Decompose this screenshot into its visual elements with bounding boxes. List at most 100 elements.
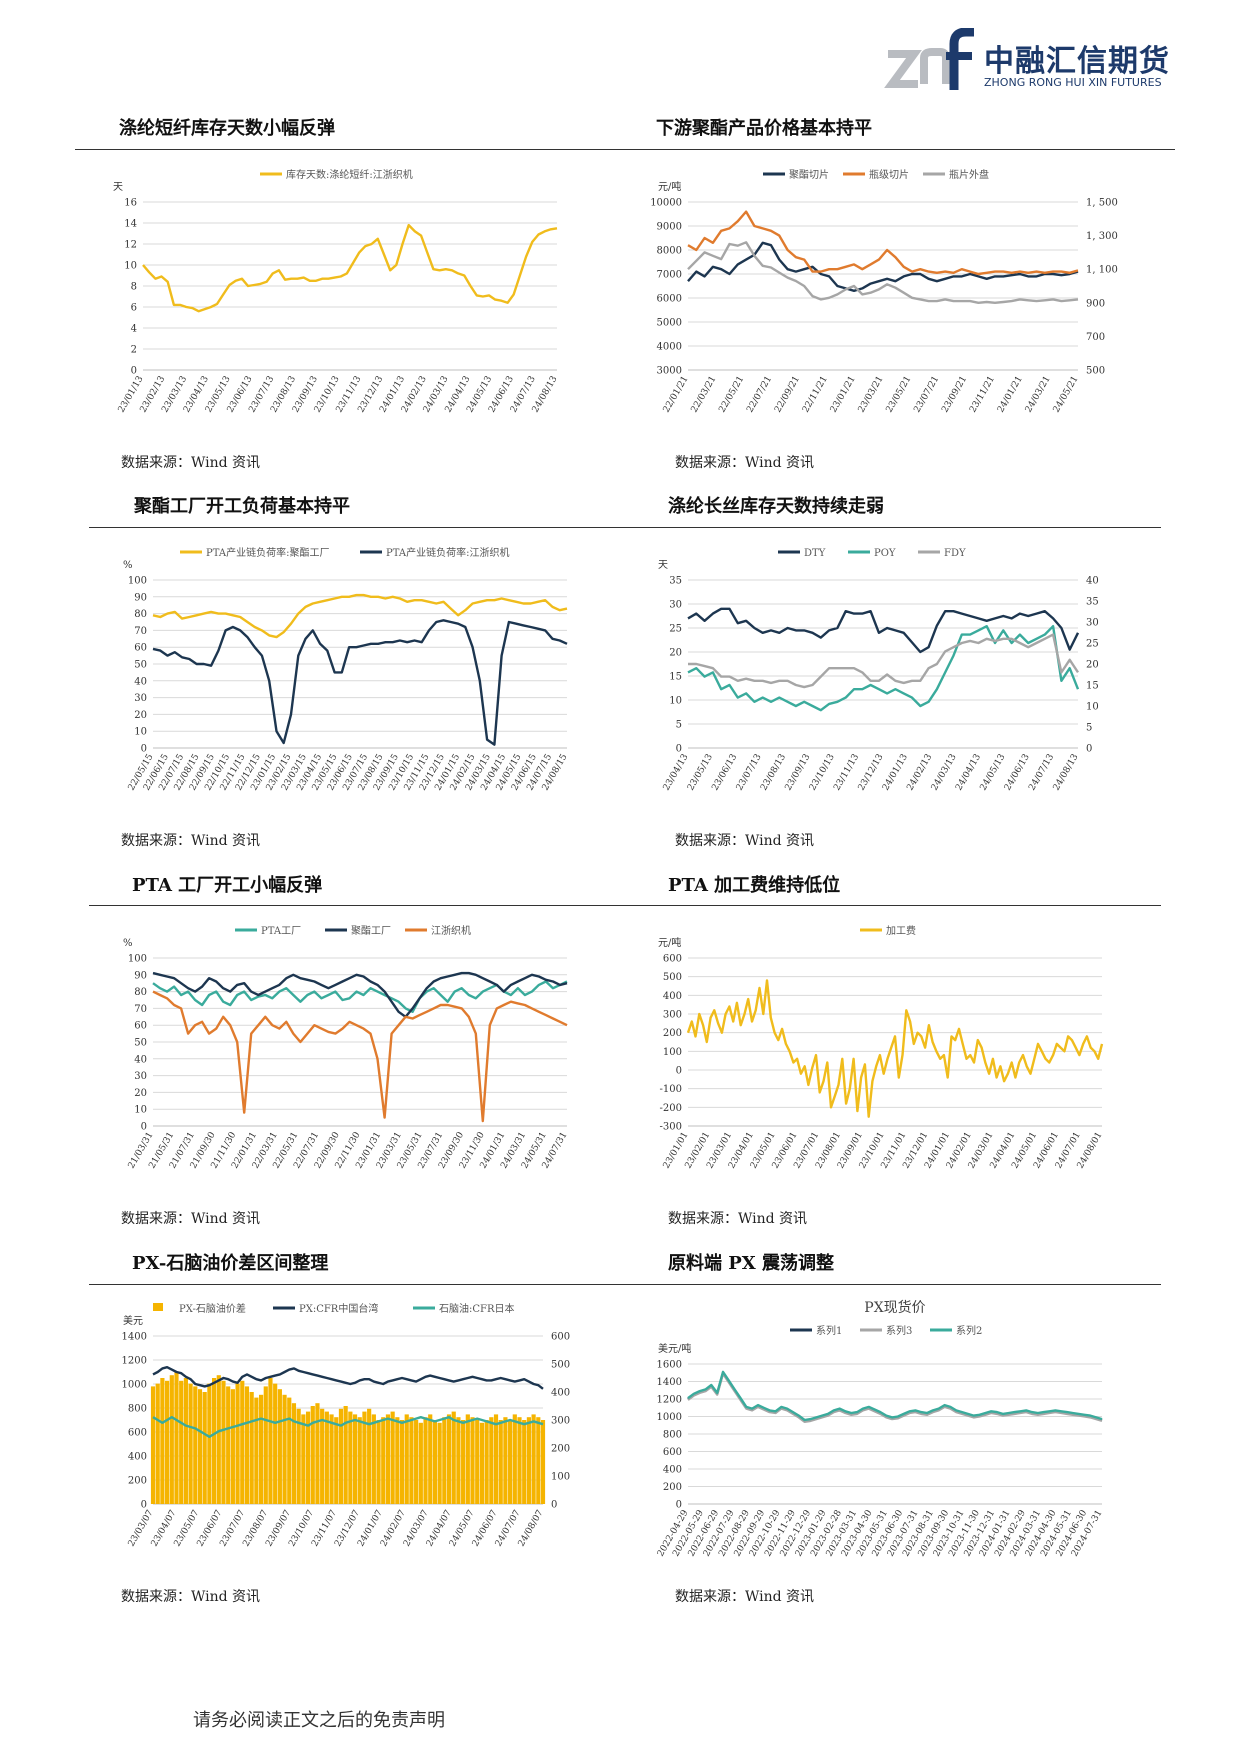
y-tick-label: 5 <box>676 720 682 731</box>
y-tick-label-right: 500 <box>551 1360 570 1371</box>
series-line <box>142 223 558 313</box>
x-tick-label: 23/07/21 <box>912 375 941 415</box>
y-tick-label: 0 <box>141 744 147 755</box>
bar-mark <box>470 1417 475 1504</box>
x-tick-label: 23/09/21 <box>940 375 969 415</box>
section-title-1: 涤纶短纤库存天数小幅反弹 <box>119 118 335 139</box>
x-tick-label: 22/01/21 <box>662 375 691 415</box>
y-tick-label: 200 <box>663 1028 682 1039</box>
bar-mark <box>399 1420 405 1504</box>
section-rule <box>75 149 1175 150</box>
bar-mark <box>226 1386 231 1504</box>
x-tick-label: 22/05/21 <box>717 375 746 415</box>
bar-mark <box>493 1414 499 1504</box>
y-tick-label-right: 10 <box>1086 702 1099 713</box>
chart-panel-6: -300 -200 -100 0 100 200 300 400 500 600 元/吨 23/01/… <box>650 916 1130 1196</box>
chart-svg-2: 3000 4000 5000 6000 7000 8000 9000 10000 500 700 9… <box>650 168 1118 415</box>
y-tick-label-right: 40 <box>1086 576 1099 587</box>
chart-panel-2: 3000 4000 5000 6000 7000 8000 9000 10000 500 700 9… <box>650 160 1130 440</box>
x-tick-label: 22/11/21 <box>801 375 830 415</box>
bar-mark <box>291 1403 297 1504</box>
bar-mark <box>150 1386 156 1504</box>
bar-mark <box>320 1408 325 1504</box>
y-tick-label: 100 <box>128 576 147 587</box>
section-title-2: 下游聚酯产品价格基本持平 <box>656 118 872 139</box>
bar-mark <box>489 1417 494 1504</box>
bar-mark <box>301 1414 306 1504</box>
bar-mark <box>343 1406 348 1504</box>
y-tick-label: 90 <box>134 592 147 603</box>
bar-mark <box>437 1422 442 1504</box>
y-tick-label-right: 500 <box>1086 366 1105 377</box>
x-tick-label: 23/05/21 <box>885 375 914 415</box>
y-tick-label-right: 100 <box>551 1472 570 1483</box>
y-tick-label: 300 <box>663 1010 682 1021</box>
chart-panel-3: 0 10 20 30 40 50 60 70 80 90 100% 22/05/15 22/06/15 2… <box>105 538 595 818</box>
source-label: 数据来源：Wind 资讯 <box>675 1589 815 1605</box>
y-tick-label: 20 <box>669 648 682 659</box>
y-tick-label: 1000 <box>122 1380 147 1391</box>
bar-mark <box>268 1378 273 1504</box>
chart-panel-4: 0 5 10 15 20 25 30 35 0 5 10 15 20 25 30 35 40 天 23/04/13 2… <box>650 538 1130 818</box>
y-tick-label-right: 900 <box>1086 298 1105 309</box>
y-tick-label: 10 <box>134 1105 147 1116</box>
section-title-8: 原料端 PX 震荡调整 <box>668 1253 835 1274</box>
y-tick-label: 200 <box>128 1476 147 1487</box>
legend-label: 瓶片外盘 <box>949 168 989 181</box>
series-line <box>688 633 1080 689</box>
y-unit-label: 天 <box>658 560 668 571</box>
bar-mark <box>202 1392 207 1504</box>
y-tick-label: 1200 <box>657 1395 682 1406</box>
disclaimer-footer: 请务必阅读正文之后的免责声明 <box>193 1710 445 1731</box>
y-tick-label: 0 <box>676 1066 682 1077</box>
legend-label: 石脑油:CFR日本 <box>439 1302 515 1315</box>
y-tick-label: 50 <box>134 1038 147 1049</box>
bar-mark <box>249 1392 254 1504</box>
y-tick-label-right: 35 <box>1086 597 1099 608</box>
y-tick-label: 10000 <box>650 198 682 209</box>
legend-label: FDY <box>944 548 966 559</box>
y-tick-label: 800 <box>663 1430 682 1441</box>
y-tick-label: 600 <box>663 954 682 965</box>
y-tick-label: 10 <box>124 261 137 272</box>
section-rule <box>89 1284 1161 1285</box>
y-unit-label: % <box>123 938 133 949</box>
y-tick-label-right: 300 <box>551 1416 570 1427</box>
y-tick-label: 400 <box>663 991 682 1002</box>
legend-label: PTA产业链负荷率:聚酯工厂 <box>206 546 329 559</box>
section-title-4: 涤纶长丝库存天数持续走弱 <box>668 496 884 517</box>
y-tick-label: 5000 <box>657 318 682 329</box>
y-unit-label: 元/吨 <box>658 936 681 949</box>
y-tick-label: 70 <box>134 1004 147 1015</box>
section-title-6: PTA 加工费维持低位 <box>668 875 841 896</box>
y-tick-label: 4000 <box>657 342 682 353</box>
y-tick-label-right: 400 <box>551 1388 570 1399</box>
chart-panel-8: PX现货价 0 200 400 600 800 1000 1200 1400 1600 美元/吨 20… <box>650 1294 1130 1574</box>
bar-mark <box>540 1420 546 1504</box>
bar-mark <box>371 1414 376 1504</box>
bar-mark <box>414 1420 419 1504</box>
legend-label: POY <box>874 548 896 559</box>
legend-label: 江浙织机 <box>431 924 471 937</box>
y-tick-label: 60 <box>134 1021 147 1032</box>
y-tick-label: 80 <box>134 609 147 620</box>
chart-title: PX现货价 <box>864 1299 925 1316</box>
bar-mark <box>165 1380 170 1504</box>
y-tick-label: 400 <box>663 1465 682 1476</box>
bar-mark <box>329 1414 334 1504</box>
series-line <box>687 607 1080 654</box>
series-line <box>152 1365 544 1390</box>
series-line <box>687 1372 1103 1424</box>
bar-mark <box>352 1414 358 1504</box>
y-tick-label: 600 <box>128 1428 147 1439</box>
y-tick-label: 3000 <box>657 366 682 377</box>
bar-mark <box>254 1397 259 1504</box>
x-tick-label: 22/09/21 <box>773 375 802 415</box>
y-tick-label: 40 <box>134 676 147 687</box>
legend-label: 系列3 <box>886 1324 912 1337</box>
source-label: 数据来源：Wind 资讯 <box>668 1211 808 1227</box>
bar-mark <box>461 1420 466 1504</box>
section-title-5: PTA 工厂开工小幅反弹 <box>132 875 323 896</box>
series-line <box>152 619 568 746</box>
y-tick-label: 1000 <box>657 1412 682 1423</box>
